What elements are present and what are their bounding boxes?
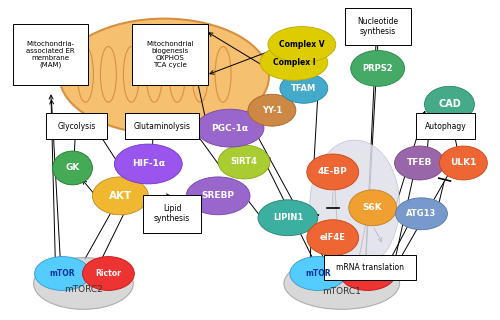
Ellipse shape (114, 144, 182, 184)
Text: mRNA translation: mRNA translation (336, 263, 404, 272)
Text: YY-1: YY-1 (262, 106, 282, 115)
Text: HIF-1α: HIF-1α (132, 159, 165, 169)
FancyBboxPatch shape (12, 24, 88, 85)
FancyBboxPatch shape (132, 24, 208, 85)
Text: ATG13: ATG13 (406, 209, 436, 218)
Ellipse shape (218, 145, 270, 179)
Text: Mitochondrial
biogenesis
OXPHOS
TCA cycle: Mitochondrial biogenesis OXPHOS TCA cycl… (146, 41, 194, 68)
Text: CAD: CAD (438, 99, 461, 109)
Text: Nucleotide
synthesis: Nucleotide synthesis (357, 17, 398, 36)
Ellipse shape (196, 109, 264, 147)
Ellipse shape (280, 73, 328, 103)
Ellipse shape (34, 257, 90, 291)
Ellipse shape (340, 257, 396, 291)
Ellipse shape (310, 140, 400, 269)
FancyBboxPatch shape (126, 113, 199, 139)
Text: SIRT4: SIRT4 (230, 157, 258, 166)
Ellipse shape (100, 46, 116, 102)
Text: Mitochondria-
associated ER
membrane
(MAM): Mitochondria- associated ER membrane (MA… (26, 41, 75, 68)
Text: AKT: AKT (108, 191, 132, 201)
Ellipse shape (34, 258, 134, 309)
Text: Raptor: Raptor (353, 269, 382, 278)
FancyBboxPatch shape (344, 8, 410, 45)
Ellipse shape (290, 257, 346, 291)
Text: TFAM: TFAM (291, 84, 316, 93)
Ellipse shape (124, 46, 140, 102)
FancyBboxPatch shape (46, 113, 108, 139)
Text: TFEB: TFEB (407, 158, 432, 167)
Ellipse shape (248, 94, 296, 126)
Text: Rictor: Rictor (96, 269, 122, 278)
Text: mTOR: mTOR (50, 269, 76, 278)
Ellipse shape (60, 19, 269, 134)
Text: PGC-1α: PGC-1α (212, 124, 248, 132)
Ellipse shape (348, 190, 397, 226)
Ellipse shape (82, 257, 134, 291)
Ellipse shape (307, 154, 358, 190)
Ellipse shape (260, 44, 328, 80)
Ellipse shape (440, 146, 488, 180)
Text: PRPS2: PRPS2 (362, 64, 393, 73)
Ellipse shape (52, 151, 92, 185)
FancyBboxPatch shape (144, 195, 201, 233)
Text: Glutaminolysis: Glutaminolysis (134, 122, 190, 131)
Text: 4E-BP: 4E-BP (318, 167, 348, 176)
FancyBboxPatch shape (324, 255, 416, 280)
Text: S6K: S6K (363, 203, 382, 212)
Ellipse shape (424, 86, 474, 122)
Text: Lipid
synthesis: Lipid synthesis (154, 204, 190, 223)
Ellipse shape (215, 46, 231, 102)
Ellipse shape (192, 46, 208, 102)
Ellipse shape (92, 177, 148, 215)
Ellipse shape (307, 220, 358, 256)
Text: Autophagy: Autophagy (424, 122, 467, 131)
Ellipse shape (284, 258, 400, 309)
Ellipse shape (350, 51, 405, 86)
Ellipse shape (258, 200, 318, 236)
Text: Complex V: Complex V (279, 40, 324, 49)
Ellipse shape (396, 198, 448, 230)
Text: Complex I: Complex I (272, 58, 315, 67)
Ellipse shape (146, 46, 162, 102)
FancyBboxPatch shape (416, 113, 476, 139)
Text: Glycolysis: Glycolysis (58, 122, 96, 131)
Text: mTORC2: mTORC2 (64, 285, 103, 294)
Text: mTOR: mTOR (305, 269, 330, 278)
Text: ULK1: ULK1 (450, 158, 476, 167)
Ellipse shape (268, 27, 336, 62)
Ellipse shape (78, 46, 94, 102)
Text: LIPIN1: LIPIN1 (273, 213, 303, 222)
Text: eIF4E: eIF4E (320, 233, 345, 242)
Text: SREBP: SREBP (202, 191, 234, 200)
Text: GK: GK (66, 164, 80, 172)
Ellipse shape (186, 177, 250, 215)
Text: mTORC1: mTORC1 (322, 287, 361, 296)
Ellipse shape (394, 146, 444, 180)
Ellipse shape (169, 46, 185, 102)
